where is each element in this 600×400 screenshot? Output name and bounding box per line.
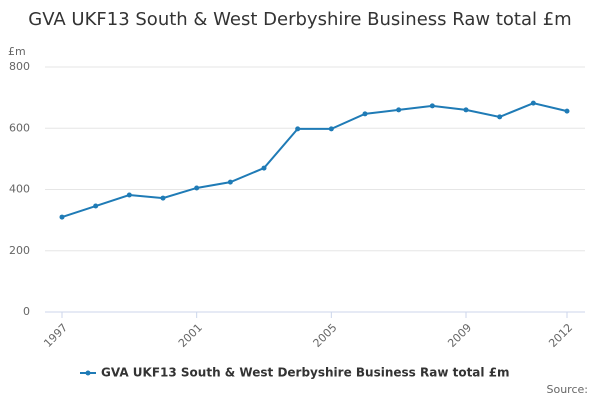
point xyxy=(396,107,402,113)
point xyxy=(429,103,435,109)
point xyxy=(93,203,99,209)
chart-title: GVA UKF13 South & West Derbyshire Busine… xyxy=(28,9,572,30)
point xyxy=(497,114,503,120)
point xyxy=(295,126,301,132)
y-tick-label: 0 xyxy=(23,305,30,318)
point xyxy=(227,179,233,185)
y-tick-label: 200 xyxy=(9,244,30,257)
y-tick-label: 600 xyxy=(9,121,30,134)
y-tick-label: 800 xyxy=(9,60,30,73)
point xyxy=(362,111,368,117)
x-tick-label: 2005 xyxy=(311,321,340,350)
source: Source: xyxy=(547,383,589,396)
point xyxy=(328,126,334,132)
legend-marker xyxy=(85,370,91,376)
point xyxy=(463,107,469,113)
legend-label: GVA UKF13 South & West Derbyshire Busine… xyxy=(101,366,510,380)
point xyxy=(530,100,536,106)
x-tick-label: 2012 xyxy=(546,321,575,350)
x-tick-label: 1997 xyxy=(41,321,70,350)
point xyxy=(126,192,132,198)
point xyxy=(261,165,267,171)
line xyxy=(61,102,568,219)
x-tick-label: 2001 xyxy=(176,321,205,350)
point xyxy=(194,185,200,191)
point xyxy=(564,108,570,114)
point xyxy=(160,195,166,201)
x-tick-label: 2009 xyxy=(445,321,474,350)
y-tick-label: 400 xyxy=(9,183,30,196)
y-axis-label: £m xyxy=(8,45,26,58)
point xyxy=(59,214,65,220)
